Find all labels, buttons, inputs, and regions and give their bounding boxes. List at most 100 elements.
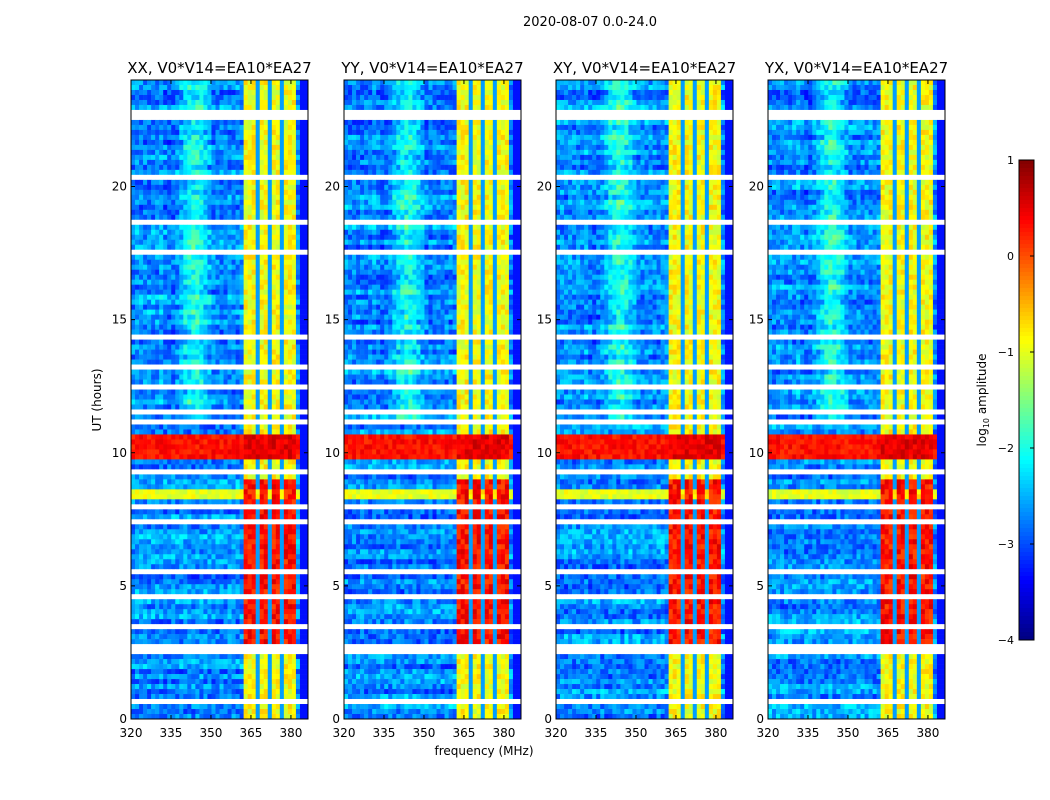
heatmap-cell [163,340,167,345]
heatmap-cell [139,564,143,569]
heatmap-cell [199,395,203,400]
heatmap-cell [236,240,240,245]
heatmap-cell [244,305,248,310]
heatmap-cell [131,100,135,105]
heatmap-cell [203,170,207,175]
heatmap-cell [244,634,248,639]
heatmap-cell [195,115,199,120]
heatmap-cell [139,235,143,240]
heatmap-cell [256,639,260,644]
heatmap-cell [175,639,179,644]
heatmap-cell [187,105,191,110]
heatmap-cell [191,574,195,579]
heatmap-cell [300,469,304,474]
heatmap-cell [260,579,264,584]
heatmap-cell [199,205,203,210]
heatmap-cell [183,350,187,355]
heatmap-cell [252,275,256,280]
heatmap-cell [296,165,300,170]
heatmap-cell [272,185,276,190]
heatmap-cell [292,255,296,260]
heatmap-cell [191,110,195,115]
heatmap-cell [183,574,187,579]
heatmap-cell [288,220,292,225]
heatmap-cell [135,404,139,409]
heatmap-cell [244,619,248,624]
heatmap-cell [252,145,256,150]
heatmap-cell [264,180,268,185]
heatmap-cell [195,355,199,360]
heatmap-cell [167,524,171,529]
heatmap-cell [248,210,252,215]
heatmap-cell [159,280,163,285]
heatmap-cell [252,315,256,320]
heatmap-cell [195,105,199,110]
heatmap-cell [215,360,219,365]
heatmap-cell [131,524,135,529]
heatmap-cell [183,539,187,544]
heatmap-cell [236,320,240,325]
heatmap-cell [260,120,264,125]
heatmap-cell [171,629,175,634]
heatmap-cell [167,559,171,564]
heatmap-cell [187,504,191,509]
heatmap-cell [224,260,228,265]
heatmap-cell [256,419,260,424]
heatmap-cell [179,190,183,195]
heatmap-cell [187,589,191,594]
heatmap-cell [159,614,163,619]
heatmap-cell [292,360,296,365]
heatmap-cell [268,135,272,140]
heatmap-cell [187,419,191,424]
heatmap-cell [260,504,264,509]
heatmap-cell [207,619,211,624]
heatmap-cell [268,175,272,180]
heatmap-cell [252,385,256,390]
heatmap-cell [199,225,203,230]
heatmap-cell [135,385,139,390]
heatmap-cell [171,300,175,305]
heatmap-cell [220,370,224,375]
heatmap-cell [187,564,191,569]
heatmap-cell [284,529,288,534]
heatmap-cell [203,424,207,429]
heatmap-cell [187,175,191,180]
heatmap-cell [215,464,219,469]
heatmap-cell [215,370,219,375]
heatmap-cell [256,589,260,594]
heatmap-cell [135,125,139,130]
heatmap-cell [248,449,252,454]
heatmap-cell [280,110,284,115]
heatmap-cell [191,175,195,180]
heatmap-cell [276,524,280,529]
heatmap-cell [300,95,304,100]
heatmap-cell [252,390,256,395]
heatmap-cell [187,295,191,300]
heatmap-cell [131,335,135,340]
heatmap-cell [260,85,264,90]
heatmap-cell [232,165,236,170]
heatmap-cell [171,85,175,90]
heatmap-cell [272,484,276,489]
heatmap-cell [228,449,232,454]
heatmap-cell [232,100,236,105]
heatmap-cell [195,140,199,145]
heatmap-cell [155,250,159,255]
heatmap-cell [131,240,135,245]
heatmap-cell [240,559,244,564]
heatmap-cell [131,380,135,385]
heatmap-cell [248,619,252,624]
heatmap-cell [175,634,179,639]
heatmap-cell [183,395,187,400]
heatmap-cell [167,325,171,330]
heatmap-cell [236,629,240,634]
heatmap-cell [296,330,300,335]
heatmap-cell [131,245,135,250]
heatmap-cell [167,110,171,115]
heatmap-cell [203,439,207,444]
heatmap-cell [191,245,195,250]
heatmap-cell [268,230,272,235]
heatmap-cell [155,190,159,195]
heatmap-cell [187,170,191,175]
heatmap-cell [240,80,244,85]
